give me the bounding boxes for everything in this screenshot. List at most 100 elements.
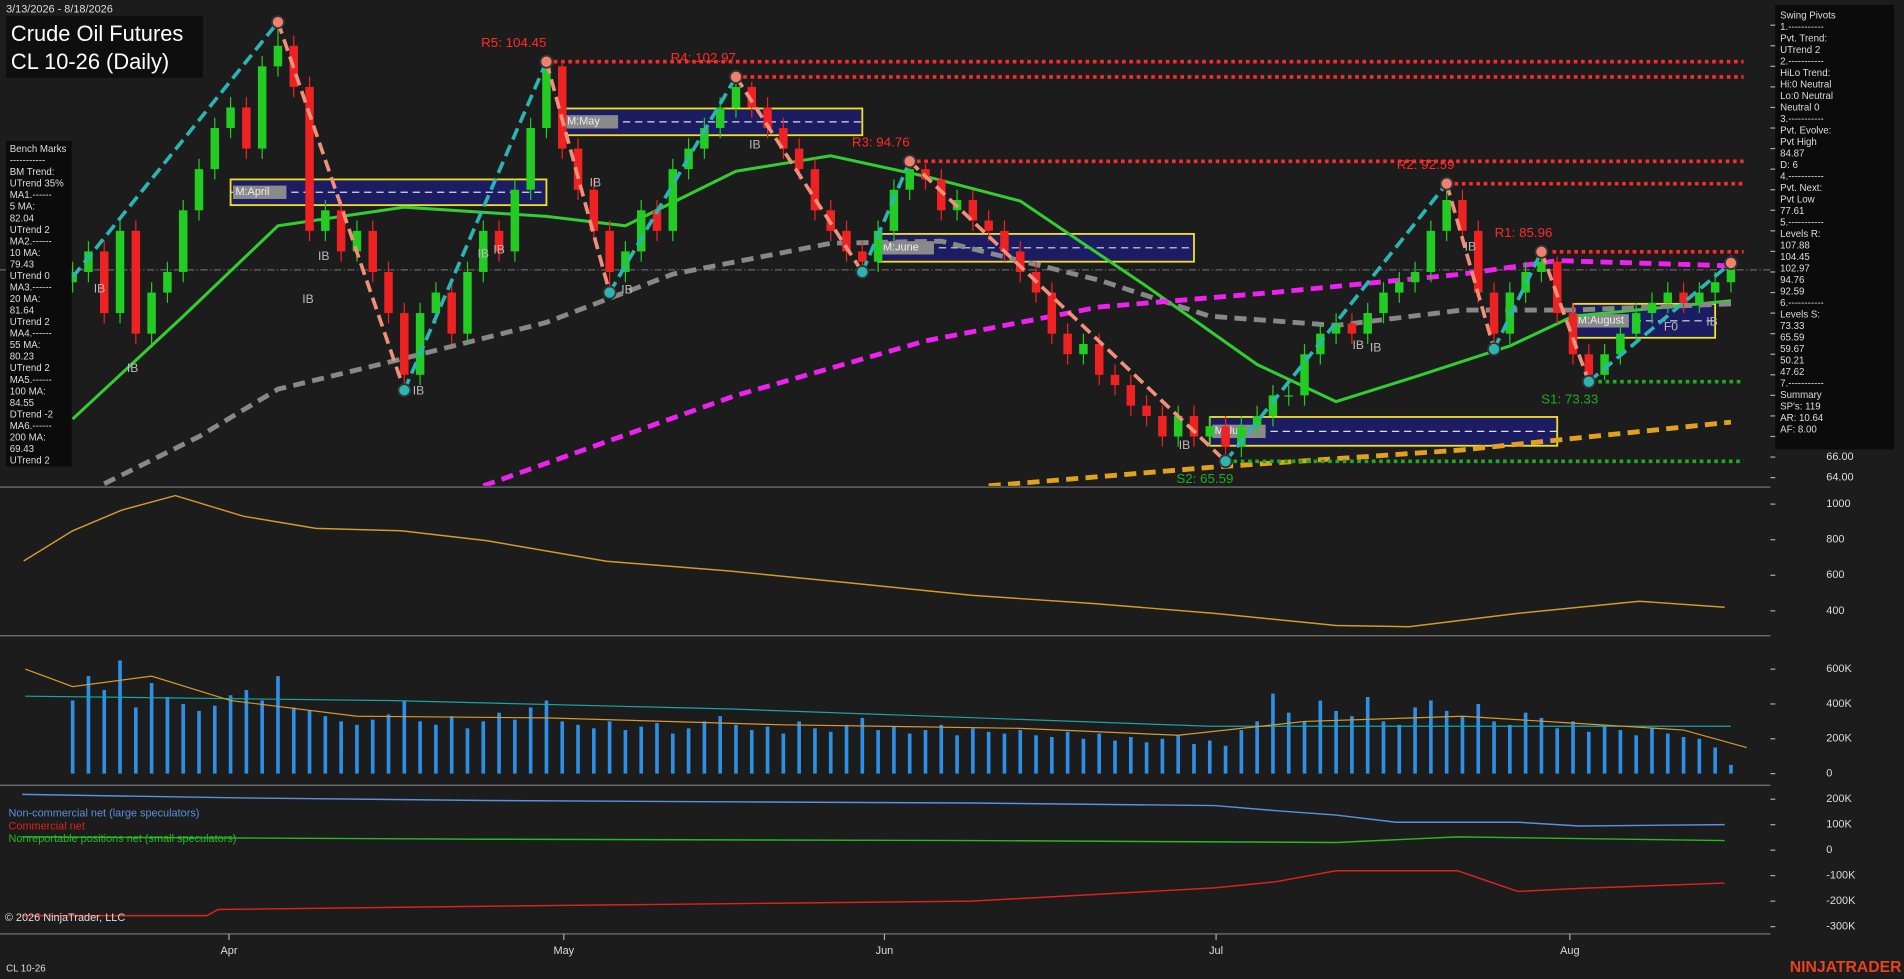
level-label: R1: 85.96 (1495, 225, 1553, 240)
pivot-line: 3.----------- (1780, 114, 1824, 125)
bench-mark-line: UTrend 2 (10, 317, 50, 328)
volume-bar (923, 730, 928, 774)
pivot-point (1581, 374, 1596, 389)
pivot-line: AF: 8.00 (1780, 424, 1817, 435)
bench-mark-line: ----------- (10, 156, 46, 167)
candle-body (636, 210, 646, 252)
volume-bar (1223, 745, 1228, 774)
candle-body (131, 230, 141, 334)
pivot-line: Pvt Low (1780, 194, 1816, 205)
pivot-line: Levels S: (1780, 309, 1820, 320)
candle-body (1000, 230, 1009, 252)
candle-body (1110, 374, 1120, 386)
x-tick-label: Apr (221, 945, 238, 957)
candle-body (1347, 323, 1357, 334)
volume-bar (149, 683, 154, 774)
candle-body (510, 189, 520, 252)
candle-body (984, 220, 993, 231)
candle-body (1379, 292, 1388, 314)
volume-bar (844, 724, 849, 774)
panel (22, 793, 1725, 917)
pivot-line: SP's: 119 (1780, 401, 1821, 412)
volume-bar (955, 735, 959, 774)
candle-body (431, 292, 441, 314)
swing-leg (1224, 182, 1449, 463)
candle-body (115, 230, 125, 314)
volume-bar (592, 728, 596, 774)
volume-bar (1081, 738, 1086, 774)
candle-body (968, 199, 978, 221)
y-tick-label: 600K (1826, 663, 1852, 675)
pivot-line: 47.62 (1780, 367, 1804, 378)
bench-mark-line: 200 MA: (10, 432, 46, 443)
y-tick-label: 200K (1826, 733, 1852, 745)
candle-body (1568, 313, 1578, 355)
annotation: IB (493, 243, 504, 257)
bench-mark-line: 10 MA: (10, 248, 41, 259)
pivot-line: UTrend 2 (1780, 45, 1820, 56)
volume-bar (386, 714, 391, 774)
legend-entry: Commercial net (9, 820, 85, 832)
volume-bar (1144, 742, 1149, 774)
volume-bar (1618, 730, 1623, 774)
volume-bar (655, 723, 659, 774)
pivot-line: D: 6 (1780, 160, 1798, 171)
y-tick-label: -100K (1826, 870, 1856, 882)
pivot-line: 73.33 (1780, 321, 1804, 332)
bench-mark-line: MA4.------ (10, 329, 52, 340)
candle-body (1474, 230, 1483, 293)
moving-average (988, 419, 1732, 486)
volume-bar (1128, 737, 1133, 774)
annotation: F0 (1664, 320, 1678, 334)
y-tick-label: -200K (1826, 895, 1856, 907)
candle-body (542, 66, 551, 129)
candle-body (1221, 426, 1230, 447)
volume-bar (1650, 728, 1654, 774)
bench-mark-line: 81.64 (10, 306, 35, 317)
swing-leg (544, 61, 612, 294)
volume-bar (1429, 700, 1433, 774)
candle-body (715, 107, 725, 129)
swing-leg (1444, 183, 1496, 350)
candle-body (763, 107, 772, 129)
overlay: 3/13/2026 - 8/18/2026 Crude Oil Futures … (5, 4, 1902, 976)
moving-average (482, 258, 1732, 486)
pivot-line: AR: 10.64 (1780, 413, 1824, 424)
panel (25, 660, 1747, 774)
annotation: IB (749, 138, 760, 152)
bench-mark-line: 55 MA: (10, 340, 41, 351)
y-tick-label: 0 (1826, 767, 1832, 779)
pivot-line: 1.----------- (1780, 22, 1824, 33)
volume-bar (860, 717, 865, 774)
y-tick-label: 100K (1826, 819, 1852, 831)
level-label: R4: 102.97 (671, 50, 736, 65)
pivot-point (1534, 244, 1549, 259)
swing-leg (860, 160, 912, 273)
candle-body (1663, 292, 1673, 303)
bench-mark-line: 82.04 (10, 213, 35, 224)
pivot-line: Pvt. Evolve: (1780, 125, 1831, 136)
volume-bar (323, 716, 328, 774)
volume-bar (576, 724, 580, 774)
candle-body (621, 251, 630, 272)
bench-mark-line: MA3.------ (10, 282, 52, 293)
pivot-point (270, 15, 285, 30)
volume-bar (1665, 733, 1670, 774)
volume-bar (370, 719, 375, 774)
annotation: IB (318, 249, 329, 263)
volume-average (25, 668, 1747, 749)
x-tick-label: Aug (1560, 945, 1579, 957)
candle-body (526, 128, 535, 190)
candle-body (1331, 323, 1341, 334)
volume-bar (1555, 728, 1560, 774)
title-box (6, 15, 203, 78)
pivot-point (397, 383, 412, 398)
x-tick-label: Jul (1209, 945, 1223, 957)
candle-body (1647, 302, 1657, 314)
pivot-line: 4.----------- (1780, 171, 1824, 182)
volume-bar (670, 733, 675, 774)
candle-body (163, 271, 172, 293)
candle-body (1126, 385, 1136, 406)
